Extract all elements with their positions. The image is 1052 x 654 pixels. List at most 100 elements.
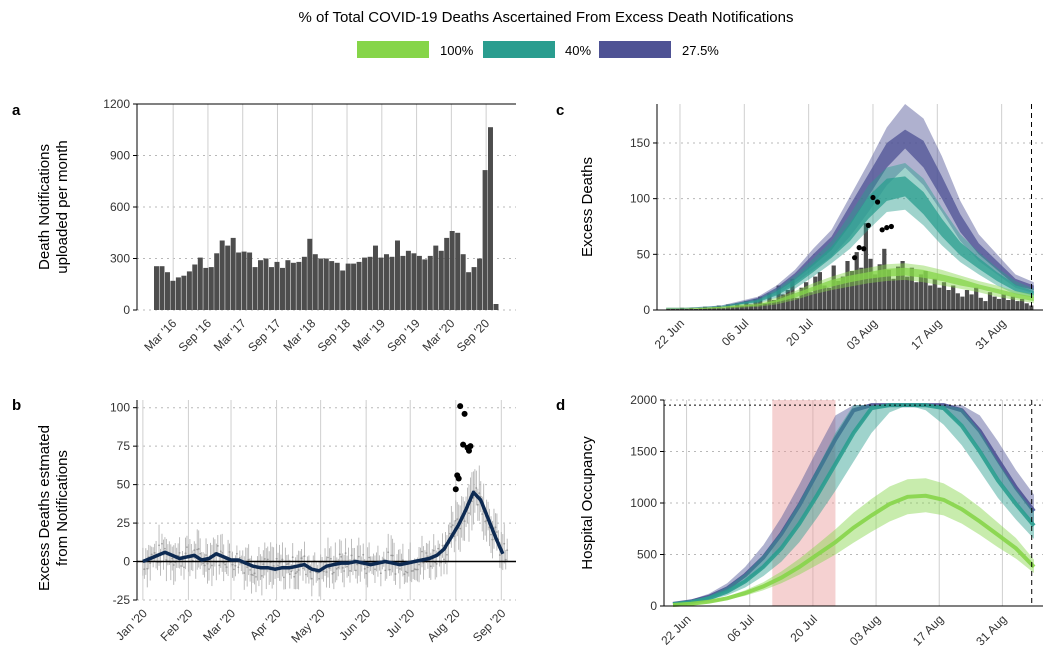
x-tick-label: 03 Aug — [844, 316, 880, 352]
daily-point — [327, 556, 329, 559]
daily-point — [205, 554, 207, 556]
bar — [941, 282, 947, 310]
x-tick-label: 22 Jun — [652, 316, 687, 351]
bar — [301, 256, 307, 310]
highlight-window — [772, 400, 836, 606]
bar — [670, 308, 675, 310]
bar — [307, 238, 313, 310]
bar — [914, 282, 919, 310]
bar — [378, 257, 384, 310]
bar — [896, 266, 901, 310]
bar — [900, 261, 905, 310]
y-tick-label: 900 — [110, 149, 130, 163]
bar — [416, 255, 422, 310]
y-tick-label: 600 — [110, 200, 130, 214]
bar — [290, 262, 296, 310]
outlier-point — [455, 475, 462, 482]
bar — [813, 276, 818, 310]
bar — [186, 271, 192, 310]
y-tick-label: 25 — [117, 516, 131, 530]
x-tick-label: Jul '20 — [383, 606, 417, 640]
daily-point — [263, 558, 266, 560]
daily-point — [149, 562, 152, 565]
bar — [427, 255, 433, 310]
bar — [197, 257, 203, 310]
x-tick-label: Sep '17 — [245, 316, 284, 355]
x-tick-label: Jun '20 — [336, 606, 373, 643]
y-tick-label: 0 — [643, 303, 650, 317]
daily-point — [496, 531, 498, 533]
bar — [712, 306, 717, 310]
bar — [384, 254, 389, 310]
daily-point — [450, 525, 453, 528]
y-tick-label: 300 — [110, 252, 130, 266]
y-axis-title-line: Death Notifications — [36, 144, 53, 270]
legend-swatch-27-5 — [599, 41, 671, 58]
observed-point — [884, 225, 890, 231]
bar — [236, 252, 242, 310]
outlier-point — [465, 447, 472, 454]
y-axis-title: Excess Deaths — [579, 157, 596, 257]
bar — [159, 266, 165, 310]
bar — [170, 280, 176, 310]
daily-point — [260, 574, 263, 577]
legend-label-27-5: 27.5% — [682, 43, 719, 58]
y-tick-label: 2000 — [630, 393, 657, 407]
daily-point — [146, 567, 149, 570]
daily-point — [416, 568, 419, 571]
daily-point — [143, 568, 146, 571]
bar — [493, 304, 499, 310]
bar — [482, 170, 488, 310]
y-tick-label: 1500 — [630, 445, 657, 459]
bar — [455, 232, 461, 311]
bar — [707, 307, 712, 310]
daily-point — [330, 557, 332, 560]
daily-point — [150, 553, 153, 556]
daily-point — [206, 562, 209, 565]
daily-point — [180, 565, 182, 567]
legend-label-40: 40% — [565, 43, 591, 58]
bar — [411, 253, 417, 310]
daily-point — [233, 568, 235, 571]
band-95-100pct — [673, 478, 1034, 606]
bar — [873, 274, 878, 310]
bar — [1006, 300, 1011, 310]
y-tick-label: 0 — [650, 599, 657, 613]
bar — [225, 245, 231, 310]
outlier-point — [461, 410, 468, 417]
daily-point — [322, 570, 325, 573]
bar — [739, 305, 744, 310]
bar — [340, 270, 346, 310]
daily-point — [374, 568, 376, 571]
panel-d-chart: 0 500 1000 1500 2000 22 Jun 06 Jul 20 Jul 03 Aug… — [579, 393, 1043, 649]
bar — [804, 282, 809, 310]
daily-point — [216, 545, 219, 547]
bar — [721, 307, 726, 310]
daily-point — [164, 547, 166, 550]
daily-point — [341, 566, 344, 569]
daily-point — [459, 527, 462, 530]
bar — [877, 264, 882, 310]
y-tick-label: 100 — [110, 401, 130, 415]
daily-point — [484, 520, 487, 523]
bar — [477, 258, 483, 310]
bar — [154, 266, 159, 310]
y-axis-title-line: Hospital Occupancy — [579, 436, 596, 570]
bar — [241, 251, 247, 310]
daily-point — [249, 569, 252, 571]
daily-point — [498, 554, 501, 556]
x-tick-label: Feb '20 — [158, 606, 196, 644]
bar — [946, 290, 951, 310]
bar — [395, 240, 400, 310]
bar — [781, 294, 786, 310]
outlier-point — [467, 443, 474, 450]
bar — [356, 261, 362, 310]
daily-point — [390, 554, 393, 557]
bar — [992, 296, 997, 310]
bar — [748, 304, 754, 310]
daily-point — [193, 549, 196, 552]
bar — [351, 263, 357, 310]
y-axis-title: Excess Deaths estmated from Notifications — [36, 425, 71, 591]
x-tick-label: 06 Jul — [724, 612, 757, 645]
x-tick-label: 22 Jun — [658, 612, 693, 647]
